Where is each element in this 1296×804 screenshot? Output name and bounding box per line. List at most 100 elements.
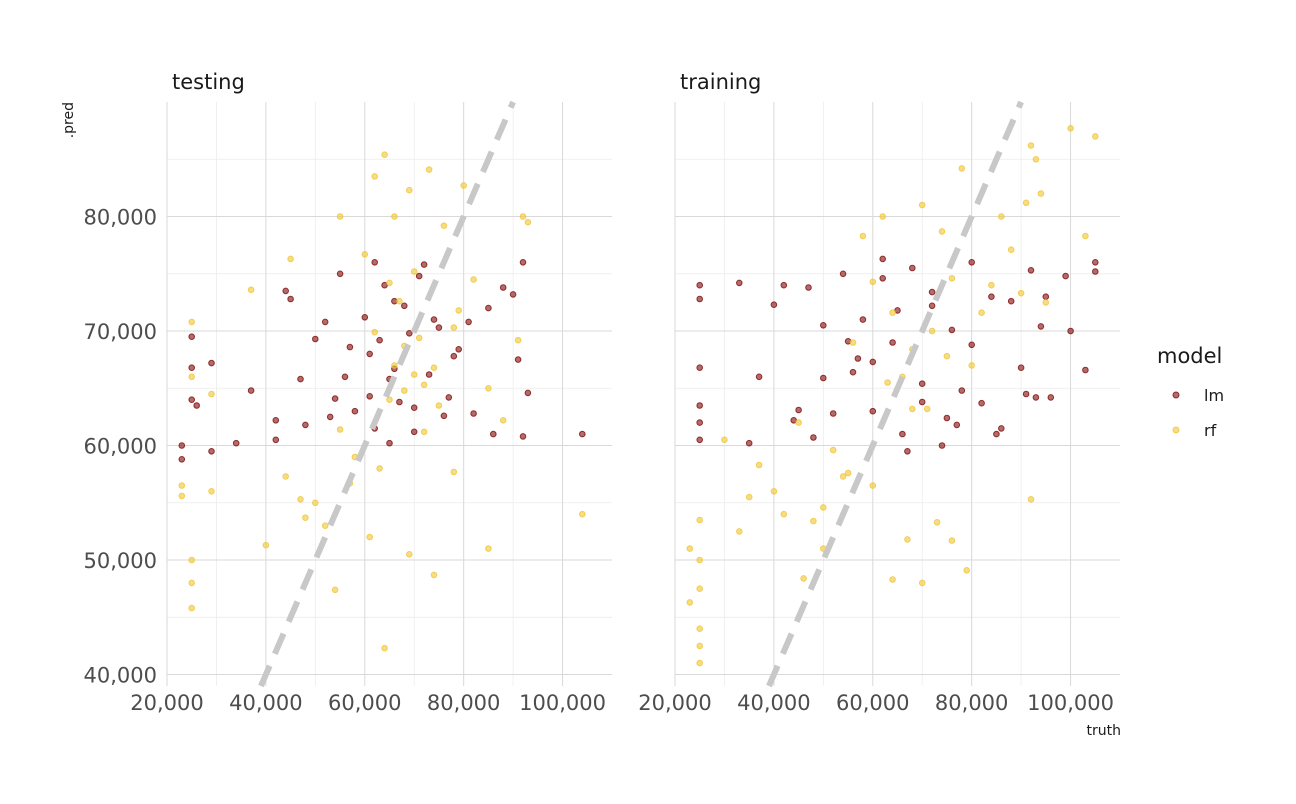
point-lm-testing: [272, 436, 280, 444]
legend-key-lm: [1172, 391, 1180, 399]
point-rf-testing: [381, 644, 388, 652]
point-lm-testing: [455, 346, 463, 353]
point-rf-training: [820, 504, 827, 511]
point-lm-training: [1022, 390, 1030, 398]
point-lm-testing: [430, 316, 438, 323]
point-lm-testing: [178, 456, 186, 463]
point-rf-testing: [188, 556, 195, 564]
point-lm-testing: [519, 433, 527, 440]
point-lm-testing: [247, 387, 255, 394]
point-lm-testing: [336, 270, 344, 278]
x-tick-label-training: 20,000: [638, 691, 711, 715]
point-rf-testing: [336, 426, 344, 433]
point-rf-testing: [450, 468, 458, 476]
point-lm-testing: [470, 410, 477, 417]
point-rf-training: [696, 516, 704, 524]
reference-line-layer: [258, 100, 1024, 688]
point-rf-training: [918, 579, 926, 587]
point-lm-training: [918, 398, 926, 406]
point-rf-training: [810, 517, 817, 525]
point-lm-training: [1027, 267, 1035, 274]
point-lm-training: [918, 380, 926, 388]
point-rf-training: [923, 405, 931, 413]
point-rf-testing: [361, 251, 369, 258]
point-rf-training: [1027, 496, 1035, 503]
point-lm-training: [1067, 327, 1074, 335]
point-lm-testing: [302, 421, 309, 429]
point-lm-training: [770, 301, 778, 309]
point-rf-training: [696, 585, 704, 593]
legend-key-rf: [1172, 426, 1180, 434]
legend-label-rf: rf: [1204, 421, 1217, 440]
point-rf-training: [844, 469, 852, 477]
point-lm-training: [1032, 394, 1040, 401]
point-rf-training: [849, 339, 857, 346]
point-lm-training: [928, 302, 936, 310]
point-lm-testing: [465, 318, 472, 326]
point-lm-training: [968, 341, 976, 349]
point-rf-testing: [524, 218, 532, 226]
point-rf-testing: [336, 213, 344, 220]
point-rf-testing: [247, 286, 255, 294]
points-layer: [178, 125, 1099, 667]
point-lm-testing: [188, 333, 195, 341]
point-rf-training: [1032, 156, 1040, 163]
point-lm-testing: [193, 402, 200, 409]
point-lm-training: [1042, 293, 1050, 301]
point-rf-testing: [188, 318, 195, 326]
point-rf-testing: [406, 186, 413, 194]
point-lm-testing: [331, 395, 339, 402]
point-lm-training: [879, 275, 887, 282]
point-lm-training: [869, 358, 877, 366]
point-rf-testing: [514, 336, 522, 344]
point-rf-training: [958, 165, 966, 172]
point-rf-training: [770, 488, 778, 495]
point-lm-training: [696, 295, 704, 303]
point-rf-training: [889, 576, 896, 583]
point-lm-testing: [312, 335, 319, 343]
point-rf-testing: [440, 222, 448, 229]
point-rf-testing: [435, 402, 443, 409]
point-rf-testing: [262, 541, 270, 549]
x-tick-label-training: 100,000: [1027, 691, 1114, 715]
point-rf-testing: [312, 499, 319, 507]
point-lm-training: [1037, 323, 1045, 330]
point-rf-training: [948, 275, 956, 282]
point-rf-testing: [470, 276, 477, 283]
point-rf-training: [948, 537, 956, 544]
point-rf-training: [780, 510, 788, 518]
point-rf-testing: [519, 213, 527, 220]
point-rf-training: [869, 278, 877, 286]
point-rf-testing: [430, 364, 438, 372]
point-lm-testing: [410, 428, 418, 436]
point-rf-testing: [188, 579, 195, 587]
point-rf-testing: [371, 328, 379, 336]
point-lm-training: [805, 284, 812, 291]
point-rf-training: [745, 493, 753, 501]
point-rf-testing: [188, 373, 195, 381]
x-tick-label-testing: 100,000: [519, 691, 606, 715]
point-lm-testing: [490, 430, 497, 438]
point-lm-training: [978, 399, 985, 407]
ticks-layer: 20,000 40,000 60,000 80,000 100,000 40,000 50,…: [84, 206, 1114, 715]
point-lm-training: [1092, 268, 1099, 275]
point-rf-testing: [410, 268, 418, 275]
point-lm-testing: [208, 448, 215, 455]
point-rf-training: [1017, 289, 1025, 297]
point-lm-training: [899, 430, 906, 438]
point-rf-training: [686, 599, 694, 606]
point-rf-testing: [188, 604, 195, 612]
point-rf-training: [1027, 142, 1035, 149]
point-rf-training: [1022, 199, 1030, 207]
point-rf-testing: [178, 492, 186, 500]
point-rf-testing: [178, 482, 186, 489]
point-rf-testing: [415, 334, 423, 342]
point-lm-training: [780, 281, 788, 289]
point-lm-training: [696, 436, 704, 444]
point-rf-training: [800, 575, 807, 582]
point-rf-testing: [208, 488, 215, 495]
point-rf-training: [1042, 299, 1050, 306]
point-rf-training: [1037, 190, 1045, 197]
point-rf-testing: [331, 586, 339, 594]
point-rf-testing: [410, 371, 418, 378]
